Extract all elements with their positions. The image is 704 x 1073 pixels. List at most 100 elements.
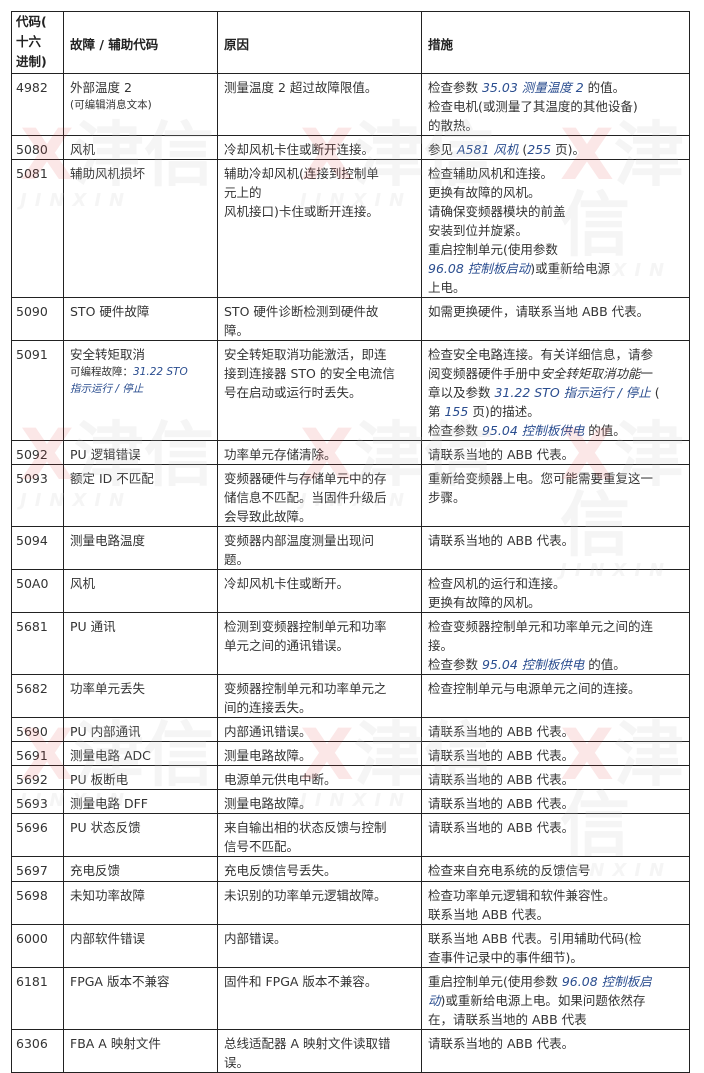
text-segment: 接。 [428,638,454,653]
fault-code: 5081 [11,159,64,298]
fault-line: 充电反馈 [70,861,212,880]
action-line: 上电。 [428,278,684,297]
text-segment: 参见 [428,142,457,157]
parameter-reference-link[interactable]: 指示运行 / 停止 [70,383,144,395]
cause-line: 间的连接丢失。 [224,698,416,717]
parameter-reference-link[interactable]: 255 [527,142,552,157]
fault-code: 5693 [11,789,64,814]
parameter-reference-link[interactable]: 96.08 控制板启 [561,974,652,989]
cause-cell: 冷却风机卡住或断开。 [217,569,422,613]
action-line: 如需更换硬件，请联系当地 ABB 代表。 [428,302,684,321]
action-line: 检查风机的运行和连接。 [428,574,684,593]
text-segment: ( [650,385,660,400]
action-line: 更换有故障的风机。 [428,593,684,612]
cause-cell: 辅助冷却风机(连接到控制单 元上的 风机接口)卡住或断开连接。 [217,159,422,298]
action-cell: 检查辅助风机和连接。更换有故障的风机。请确保变频器模块的前盖安装到位并旋紧。重启… [421,159,690,298]
parameter-reference-link[interactable]: 35.03 测量温度 2 [481,80,584,95]
action-cell: 检查安全电路连接。有关详细信息，请参 阅变频器硬件手册中安全转矩取消功能一 章以及参… [421,340,690,441]
cause-line: 检测到变频器控制单元和功率 [224,617,416,636]
cause-line: 未识别的功率单元逻辑故障。 [224,886,416,905]
fault-code: 5080 [11,135,64,160]
cause-cell: 测量电路故障。 [217,741,422,766]
table-row: 5696 PU 状态反馈 来自输出相的状态反馈与控制 信号不匹配。 请联系当地的 ABB… [11,813,690,857]
parameter-reference-link[interactable]: 95.04 控制板供电 [481,423,585,438]
text-segment: 风机 [70,576,96,591]
table-row: 5698 未知功率故障 未识别的功率单元逻辑故障。 检查功率单元逻辑和软件兼容性。 联系… [11,881,690,925]
text-segment: 总线适配器 A 映射文件读取错 [224,1036,391,1051]
cause-line: 固件和 FPGA 版本不兼容。 [224,972,416,991]
action-line: 请确保变频器模块的前盖 [428,202,684,221]
parameter-reference-link[interactable]: A581 风机 [456,142,519,157]
text-segment: 请联系当地的 ABB 代表。 [428,748,575,763]
text-segment: 检查参数 [428,657,482,672]
action-line: 重启控制单元(使用参数 96.08 控制板启 [428,972,684,991]
action-line: 重启控制单元(使用参数 [428,240,684,259]
parameter-reference-link[interactable]: 95.04 控制板供电 [481,657,585,672]
text-segment: 题。 [224,552,250,567]
text-segment: 来自输出相的状态反馈与控制 [224,820,387,835]
fault-cell: 测量电路 DFF [63,789,218,814]
action-cell: 请联系当地的 ABB 代表。 [421,717,690,742]
table-row: 5692 PU 板断电 电源单元供电中断。 请联系当地的 ABB 代表。 [11,765,690,790]
text-segment: 固件和 FPGA 版本不兼容。 [224,974,378,989]
text-segment: 如需更换硬件，请联系当地 ABB 代表。 [428,304,650,319]
action-cell: 请联系当地的 ABB 代表。 [421,765,690,790]
text-segment: 检测到变频器控制单元和功率 [224,619,387,634]
action-line: 参见 A581 风机 (255 页)。 [428,140,684,159]
table-row: 5094 测量电路温度 变频器内部温度测量出现问 题。 请联系当地的 ABB 代表。 [11,526,690,570]
fault-code: 5691 [11,741,64,766]
text-segment: 外部温度 2 [70,80,132,95]
header-code-line: 十六 [16,34,42,49]
text-segment: 页)的描述。 [468,404,540,419]
text-segment: 功率单元存储清除。 [224,447,337,462]
text-segment: 测量电路故障。 [224,748,312,763]
text-segment: 元上的 [224,185,262,200]
cause-line: 单元之间的通讯错误。 [224,636,416,655]
fault-code: 5697 [11,856,64,882]
text-segment: 安装到位并旋紧。 [428,223,529,238]
text-segment: 查事件记录中的事件细节)。 [428,950,583,965]
text-segment: 可编程故障： [70,366,133,378]
text-segment: 单元之间的通讯错误。 [224,638,350,653]
action-line: 请联系当地的 ABB 代表。 [428,818,684,837]
text-segment: STO 硬件故障 [70,304,150,319]
cause-cell: 冷却风机卡住或断开连接。 [217,135,422,160]
fault-line: 风机 [70,140,212,159]
action-line: 检查辅助风机和连接。 [428,164,684,183]
table-row: 5090 STO 硬件故障 STO 硬件诊断检测到硬件故 障。 如需更换硬件，请联系当地… [11,297,690,341]
fault-line: 风机 [70,574,212,593]
parameter-reference-link[interactable]: 96.08 控制板启动 [428,261,531,276]
text-segment: PU 逻辑错误 [70,447,141,462]
fault-code: 5681 [11,612,64,675]
cause-line: 储信息不匹配。当固件升级后 [224,488,416,507]
action-cell: 检查来自充电系统的反馈信号 [421,856,690,882]
action-line: 请联系当地的 ABB 代表。 [428,1034,684,1053]
cause-cell: 功率单元存储清除。 [217,440,422,465]
text-segment: 辅助风机损坏 [70,166,146,181]
parameter-reference-link[interactable]: 动 [428,993,441,1008]
parameter-reference-link[interactable]: 155 [444,404,469,419]
fault-cell: PU 内部通讯 [63,717,218,742]
text-segment: 检查参数 [428,80,482,95]
text-segment: 阅变频器硬件手册中 [428,366,541,381]
text-segment: 安全转矩取消功能 [540,366,641,381]
cause-cell: 检测到变频器控制单元和功率 单元之间的通讯错误。 [217,612,422,675]
text-segment: PU 板断电 [70,772,129,787]
text-segment: PU 状态反馈 [70,820,141,835]
cause-line: 变频器硬件与存储单元中的存 [224,469,416,488]
text-segment: 更换有故障的风机。 [428,185,541,200]
action-line: 96.08 控制板启动)或重新给电源 [428,259,684,278]
fault-cell: 外部温度 2 (可编辑消息文本) [63,73,218,136]
parameter-reference-link[interactable]: 31.22 STO [133,366,188,378]
cause-line: 来自输出相的状态反馈与控制 [224,818,416,837]
text-segment: 信号不匹配。 [224,839,300,854]
text-segment: 联系当地 ABB 代表。 [428,907,550,922]
cause-line: 变频器控制单元和功率单元之 [224,679,416,698]
parameter-reference-link[interactable]: 31.22 STO 指示运行 / 停止 [494,385,651,400]
text-segment: 会导致此故障。 [224,509,312,524]
text-segment: 额定 ID 不匹配 [70,471,154,486]
text-segment: ( [518,142,528,157]
fault-code: 6306 [11,1029,64,1073]
action-line: 检查来自充电系统的反馈信号 [428,861,684,880]
cause-line: 风机接口)卡住或断开连接。 [224,202,416,221]
